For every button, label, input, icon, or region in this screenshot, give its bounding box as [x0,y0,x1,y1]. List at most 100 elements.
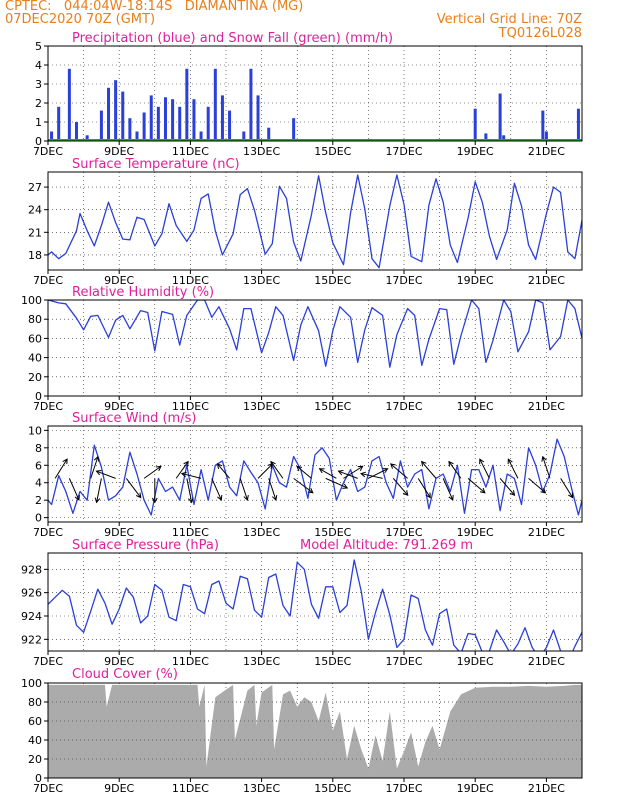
wind-vector [175,461,189,479]
precip-bar [292,118,296,141]
precip-ytick-label: 0 [35,135,42,148]
cloud-xtick-label: 11DEC [172,782,209,795]
humidity-xtick-label: 11DEC [172,400,209,413]
wind-vector [343,465,363,479]
precip-bar [185,68,189,141]
wind-vector-head [296,465,303,472]
pressure-xtick-label: 17DEC [385,655,422,668]
wind-vector-head [93,455,100,462]
cloud-xtick-label: 9DEC [104,782,134,795]
wind-vector-head [307,488,314,494]
precip-bar [156,106,160,141]
precip-bar [114,80,118,141]
precip-ytick-label: 5 [35,40,42,53]
cloud-ytick-label: 20 [28,753,42,766]
precip-bar [121,91,125,141]
pressure-xtick-label: 19DEC [457,655,494,668]
precip-bar [206,106,210,141]
humidity-line [48,300,582,368]
wind-vector-head [479,487,486,494]
wind-vector [293,477,314,494]
header-station: CPTEC: 044:04W-18:14S DIAMANTINA (MG) [5,0,304,14]
header-run-time: 07DEC2020 70Z (GMT) [5,12,156,27]
precip-bar [576,108,580,141]
temperature-xtick-label: 19DEC [457,274,494,287]
pressure-xtick-label: 21DEC [528,655,565,668]
cloud-xtick-label: 7DEC [33,782,63,795]
precip-bar [242,131,246,141]
wind-vector [560,478,574,498]
wind-xtick-label: 17DEC [385,526,422,539]
wind-vector-head [62,458,68,465]
wind-vector [125,478,142,498]
precip-bar [192,99,196,141]
precip-bar [249,68,253,141]
wind-vector-head [74,494,80,501]
temperature-xtick-label: 15DEC [314,274,351,287]
cloud-frame [47,682,583,779]
wind-xtick-label: 15DEC [314,526,351,539]
precip-ytick-label: 4 [35,59,42,72]
wind-vector-head [360,471,366,478]
cloud-ytick-label: 80 [28,696,42,709]
wind-vector [319,468,337,479]
wind-line [48,438,582,516]
pressure-xtick-label: 9DEC [104,655,134,668]
pressure-annotation: Model Altitude: 791.269 m [300,538,473,553]
wind-vector-head [180,471,187,478]
precip-xtick-label: 15DEC [314,145,351,158]
precip-bar [502,135,506,141]
wind-vector-head [568,492,574,499]
wind-vector [467,477,486,494]
pressure-title: Surface Pressure (hPa) [72,538,219,553]
wind-title: Surface Wind (m/s) [72,411,196,426]
wind-xtick-label: 19DEC [457,526,494,539]
wind-vector [448,461,462,479]
wind-vector-head [540,487,547,494]
cloud-xtick-label: 19DEC [457,782,494,795]
precip-xtick-label: 21DEC [528,145,565,158]
wind-vector [417,478,431,498]
temperature-xtick-label: 9DEC [104,274,134,287]
precip-bar [498,93,502,141]
wind-vector [96,470,116,479]
precip-bar [135,131,139,141]
wind-vector-head [217,494,223,501]
precip-bar [178,106,182,141]
wind-vector [325,477,348,489]
pressure-frame [47,552,583,652]
wind-vector-head [420,460,427,467]
temperature-xtick-label: 11DEC [172,274,209,287]
cloud-ytick-label: 0 [35,772,42,785]
temperature-xtick-label: 13DEC [243,274,280,287]
pressure-ytick-label: 924 [21,610,42,623]
precip-xtick-label: 13DEC [243,145,280,158]
precip-bar [74,122,78,141]
precip-bar [267,127,271,141]
wind-vector-head [509,490,516,496]
wind-vector [390,463,408,479]
cloud-title: Cloud Cover (%) [72,667,178,682]
precip-bar [142,112,146,141]
precip-bar [85,135,89,141]
precip-bar [256,95,260,141]
precip-bar [128,118,132,141]
wind-vector-head [448,460,454,467]
wind-vector [442,478,454,501]
wind-vector-head [271,494,278,501]
cloud-ytick-label: 100 [21,677,42,690]
wind-vector [211,478,222,501]
temperature-xtick-label: 17DEC [385,274,422,287]
cloud-xtick-label: 17DEC [385,782,422,795]
wind-vector [421,461,437,479]
temperature-title: Surface Temperature (nC) [72,157,240,172]
wind-vector [239,478,248,501]
wind-vector-head [183,460,189,467]
humidity-frame [47,299,583,397]
precip-bar [199,131,203,141]
wind-vector [143,465,162,479]
precip-bar [484,133,488,141]
wind-vector [392,478,409,496]
pressure-xtick-label: 15DEC [314,655,351,668]
pressure-ytick-label: 922 [21,633,42,646]
